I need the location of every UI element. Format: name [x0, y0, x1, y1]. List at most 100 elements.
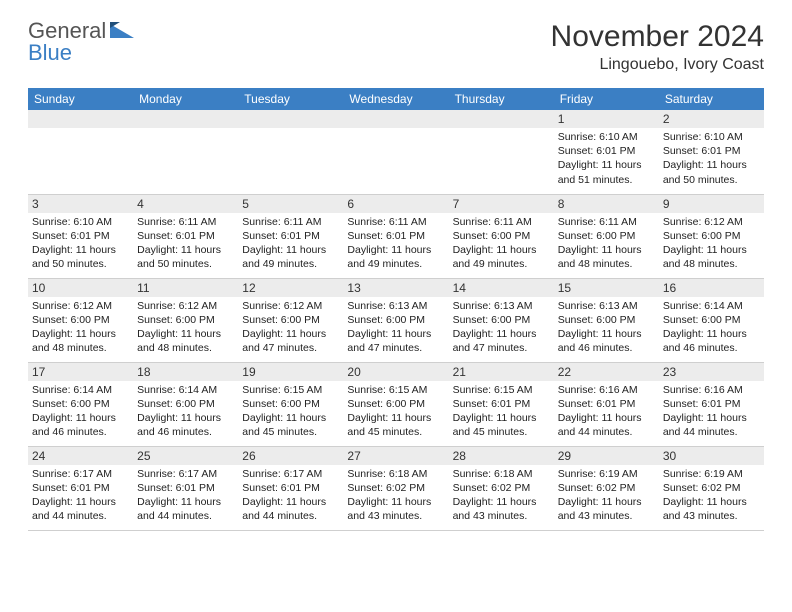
daylight-line: Daylight: 11 hours and 45 minutes. [453, 411, 550, 439]
day-number: 24 [28, 447, 133, 465]
sunrise-line: Sunrise: 6:12 AM [137, 299, 234, 313]
sunset-line: Sunset: 6:00 PM [453, 313, 550, 327]
daylight-line: Daylight: 11 hours and 43 minutes. [453, 495, 550, 523]
calendar-cell: 3Sunrise: 6:10 AMSunset: 6:01 PMDaylight… [28, 194, 133, 278]
daylight-line: Daylight: 11 hours and 44 minutes. [242, 495, 339, 523]
sunset-line: Sunset: 6:00 PM [347, 313, 444, 327]
calendar-cell: 26Sunrise: 6:17 AMSunset: 6:01 PMDayligh… [238, 446, 343, 530]
sunset-line: Sunset: 6:00 PM [242, 397, 339, 411]
calendar-cell: 20Sunrise: 6:15 AMSunset: 6:00 PMDayligh… [343, 362, 448, 446]
sunset-line: Sunset: 6:00 PM [663, 229, 760, 243]
sunrise-line: Sunrise: 6:13 AM [347, 299, 444, 313]
calendar-cell: 2Sunrise: 6:10 AMSunset: 6:01 PMDaylight… [659, 110, 764, 194]
sunset-line: Sunset: 6:01 PM [137, 481, 234, 495]
weekday-header: Tuesday [238, 88, 343, 110]
day-number: 6 [343, 195, 448, 213]
sunrise-line: Sunrise: 6:15 AM [242, 383, 339, 397]
daylight-line: Daylight: 11 hours and 47 minutes. [453, 327, 550, 355]
calendar-cell: 27Sunrise: 6:18 AMSunset: 6:02 PMDayligh… [343, 446, 448, 530]
sunset-line: Sunset: 6:00 PM [558, 313, 655, 327]
day-number: 17 [28, 363, 133, 381]
daylight-line: Daylight: 11 hours and 49 minutes. [347, 243, 444, 271]
calendar-cell: 24Sunrise: 6:17 AMSunset: 6:01 PMDayligh… [28, 446, 133, 530]
day-number [343, 110, 448, 128]
sunset-line: Sunset: 6:02 PM [663, 481, 760, 495]
day-number: 14 [449, 279, 554, 297]
day-number: 13 [343, 279, 448, 297]
calendar-cell: 12Sunrise: 6:12 AMSunset: 6:00 PMDayligh… [238, 278, 343, 362]
calendar-cell: 10Sunrise: 6:12 AMSunset: 6:00 PMDayligh… [28, 278, 133, 362]
sunset-line: Sunset: 6:01 PM [663, 144, 760, 158]
sunrise-line: Sunrise: 6:19 AM [663, 467, 760, 481]
sunrise-line: Sunrise: 6:13 AM [558, 299, 655, 313]
weekday-header: Monday [133, 88, 238, 110]
day-number: 27 [343, 447, 448, 465]
logo: General Blue [28, 20, 134, 64]
location: Lingouebo, Ivory Coast [551, 56, 764, 74]
daylight-line: Daylight: 11 hours and 46 minutes. [558, 327, 655, 355]
sunset-line: Sunset: 6:01 PM [558, 397, 655, 411]
day-number: 12 [238, 279, 343, 297]
weekday-header: Wednesday [343, 88, 448, 110]
daylight-line: Daylight: 11 hours and 50 minutes. [663, 158, 760, 186]
sunrise-line: Sunrise: 6:17 AM [32, 467, 129, 481]
calendar-row: 17Sunrise: 6:14 AMSunset: 6:00 PMDayligh… [28, 362, 764, 446]
calendar-cell: 21 Sunrise: 6:15 AMSunset: 6:01 PMDayligh… [449, 362, 554, 446]
sunrise-line: Sunrise: 6:14 AM [32, 383, 129, 397]
sunset-line: Sunset: 6:00 PM [663, 313, 760, 327]
daylight-line: Daylight: 11 hours and 44 minutes. [137, 495, 234, 523]
day-number [28, 110, 133, 128]
day-number: 5 [238, 195, 343, 213]
sunset-line: Sunset: 6:02 PM [347, 481, 444, 495]
day-number: 8 [554, 195, 659, 213]
calendar-table: SundayMondayTuesdayWednesdayThursdayFrid… [28, 88, 764, 531]
sunrise-line: Sunrise: 6:14 AM [137, 383, 234, 397]
calendar-cell: 30Sunrise: 6:19 AMSunset: 6:02 PMDayligh… [659, 446, 764, 530]
weekday-header: Thursday [449, 88, 554, 110]
calendar-cell: 1Sunrise: 6:10 AMSunset: 6:01 PMDaylight… [554, 110, 659, 194]
day-number: 20 [343, 363, 448, 381]
sunrise-line: Sunrise: 6:16 AM [663, 383, 760, 397]
sunset-line: Sunset: 6:01 PM [137, 229, 234, 243]
day-number [238, 110, 343, 128]
day-number [133, 110, 238, 128]
sunrise-line: Sunrise: 6:15 AM [453, 383, 550, 397]
day-number: 15 [554, 279, 659, 297]
daylight-line: Daylight: 11 hours and 48 minutes. [137, 327, 234, 355]
weekday-header: Sunday [28, 88, 133, 110]
daylight-line: Daylight: 11 hours and 50 minutes. [32, 243, 129, 271]
title-block: November 2024 Lingouebo, Ivory Coast [551, 20, 764, 74]
sunrise-line: Sunrise: 6:14 AM [663, 299, 760, 313]
day-number: 4 [133, 195, 238, 213]
calendar-cell: 6Sunrise: 6:11 AMSunset: 6:01 PMDaylight… [343, 194, 448, 278]
calendar-cell: 23Sunrise: 6:16 AMSunset: 6:01 PMDayligh… [659, 362, 764, 446]
daylight-line: Daylight: 11 hours and 43 minutes. [558, 495, 655, 523]
calendar-cell: 4Sunrise: 6:11 AMSunset: 6:01 PMDaylight… [133, 194, 238, 278]
calendar-cell: 16Sunrise: 6:14 AMSunset: 6:00 PMDayligh… [659, 278, 764, 362]
sunset-line: Sunset: 6:00 PM [137, 397, 234, 411]
sunrise-line: Sunrise: 6:17 AM [242, 467, 339, 481]
sunset-line: Sunset: 6:01 PM [558, 144, 655, 158]
calendar-cell: 11Sunrise: 6:12 AMSunset: 6:00 PMDayligh… [133, 278, 238, 362]
daylight-line: Daylight: 11 hours and 51 minutes. [558, 158, 655, 186]
header: General Blue November 2024 Lingouebo, Iv… [28, 20, 764, 74]
calendar-row: 1Sunrise: 6:10 AMSunset: 6:01 PMDaylight… [28, 110, 764, 194]
day-number: 23 [659, 363, 764, 381]
sunrise-line: Sunrise: 6:10 AM [558, 130, 655, 144]
sunset-line: Sunset: 6:01 PM [242, 229, 339, 243]
sunset-line: Sunset: 6:00 PM [32, 313, 129, 327]
day-number: 18 [133, 363, 238, 381]
day-number: 25 [133, 447, 238, 465]
sunset-line: Sunset: 6:00 PM [242, 313, 339, 327]
day-number: 21 [449, 363, 554, 381]
calendar-row: 24Sunrise: 6:17 AMSunset: 6:01 PMDayligh… [28, 446, 764, 530]
day-number: 2 [659, 110, 764, 128]
sunrise-line: Sunrise: 6:11 AM [137, 215, 234, 229]
calendar-cell: 5Sunrise: 6:11 AMSunset: 6:01 PMDaylight… [238, 194, 343, 278]
sunset-line: Sunset: 6:02 PM [558, 481, 655, 495]
sunset-line: Sunset: 6:02 PM [453, 481, 550, 495]
sunset-line: Sunset: 6:01 PM [453, 397, 550, 411]
daylight-line: Daylight: 11 hours and 45 minutes. [347, 411, 444, 439]
day-number: 19 [238, 363, 343, 381]
daylight-line: Daylight: 11 hours and 44 minutes. [663, 411, 760, 439]
